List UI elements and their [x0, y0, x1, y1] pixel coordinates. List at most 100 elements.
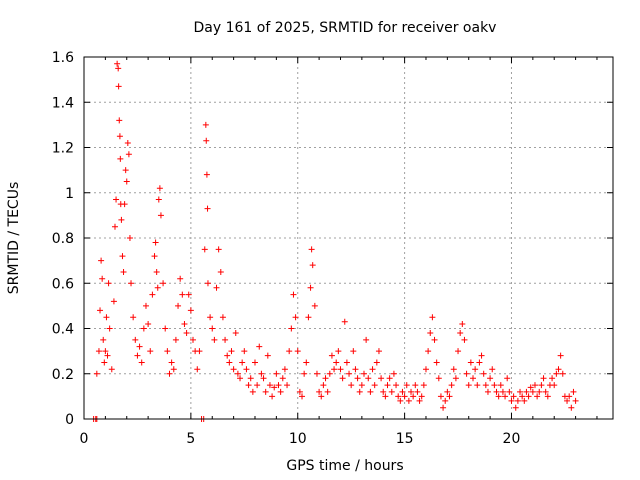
data-point: [260, 375, 267, 382]
data-point: [343, 359, 350, 366]
data-point: [116, 117, 123, 124]
data-point: [266, 382, 273, 389]
data-point: [157, 212, 164, 219]
data-point: [410, 393, 417, 400]
data-point: [373, 359, 380, 366]
data-point: [397, 397, 404, 404]
data-point: [346, 370, 353, 377]
data-point: [271, 384, 278, 391]
data-point: [249, 388, 256, 395]
data-point: [104, 352, 111, 359]
data-point: [382, 393, 389, 400]
data-point: [408, 388, 415, 395]
data-point: [555, 366, 562, 373]
data-point: [275, 382, 282, 389]
data-point: [365, 375, 372, 382]
data-point: [557, 352, 564, 359]
data-point: [504, 375, 511, 382]
data-point: [529, 388, 536, 395]
data-point: [179, 291, 186, 298]
plot-frame: [83, 56, 614, 420]
data-point: [258, 370, 265, 377]
data-point: [292, 314, 299, 321]
data-point: [318, 393, 325, 400]
data-point: [465, 382, 472, 389]
data-point: [480, 370, 487, 377]
data-point: [207, 314, 214, 321]
data-point: [269, 393, 276, 400]
data-point: [128, 280, 135, 287]
data-point: [130, 314, 137, 321]
data-point: [570, 388, 577, 395]
data-point: [102, 348, 109, 355]
y-tick-label: 1.6: [52, 50, 74, 66]
data-point: [495, 393, 502, 400]
data-point: [279, 375, 286, 382]
data-point: [551, 382, 558, 389]
data-point: [463, 370, 470, 377]
data-point: [201, 246, 208, 253]
data-point: [247, 375, 254, 382]
data-point: [121, 201, 128, 208]
data-point: [299, 393, 306, 400]
data-point: [506, 388, 513, 395]
data-point: [256, 343, 263, 350]
data-point: [190, 336, 197, 343]
data-point: [461, 336, 468, 343]
data-point: [239, 359, 246, 366]
data-point: [209, 325, 216, 332]
data-point: [118, 216, 125, 223]
data-point: [185, 291, 192, 298]
data-point: [482, 382, 489, 389]
x-tick-label: 0: [80, 431, 89, 447]
data-point: [303, 359, 310, 366]
data-point: [97, 307, 104, 314]
data-point: [243, 366, 250, 373]
data-point: [290, 291, 297, 298]
data-point: [510, 393, 517, 400]
data-point: [452, 375, 459, 382]
data-point: [378, 375, 385, 382]
data-point: [476, 359, 483, 366]
data-point: [162, 325, 169, 332]
data-point: [540, 375, 547, 382]
data-point: [132, 336, 139, 343]
data-point: [264, 352, 271, 359]
data-point: [311, 302, 318, 309]
data-point: [213, 284, 220, 291]
data-point: [531, 382, 538, 389]
data-point: [414, 388, 421, 395]
data-point: [401, 393, 408, 400]
data-point: [228, 348, 235, 355]
data-point: [354, 375, 361, 382]
data-point: [114, 60, 121, 67]
y-tick-label: 1.4: [52, 95, 74, 111]
data-point: [497, 382, 504, 389]
data-point: [124, 139, 131, 146]
data-point: [472, 366, 479, 373]
data-point: [111, 223, 118, 230]
data-point: [196, 348, 203, 355]
data-point: [286, 348, 293, 355]
data-point: [489, 366, 496, 373]
data-point: [211, 336, 218, 343]
data-point: [106, 325, 113, 332]
data-point: [183, 330, 190, 337]
data-point: [564, 397, 571, 404]
data-point: [168, 359, 175, 366]
data-point: [427, 330, 434, 337]
data-point: [525, 393, 532, 400]
data-point: [245, 382, 252, 389]
data-point: [172, 336, 179, 343]
data-point: [348, 382, 355, 389]
data-point: [108, 366, 115, 373]
data-point: [301, 370, 308, 377]
data-point: [305, 314, 312, 321]
data-point: [331, 366, 338, 373]
data-point: [363, 336, 370, 343]
data-point: [367, 388, 374, 395]
data-point: [431, 336, 438, 343]
data-point: [523, 388, 530, 395]
data-point: [433, 359, 440, 366]
data-point: [386, 375, 393, 382]
